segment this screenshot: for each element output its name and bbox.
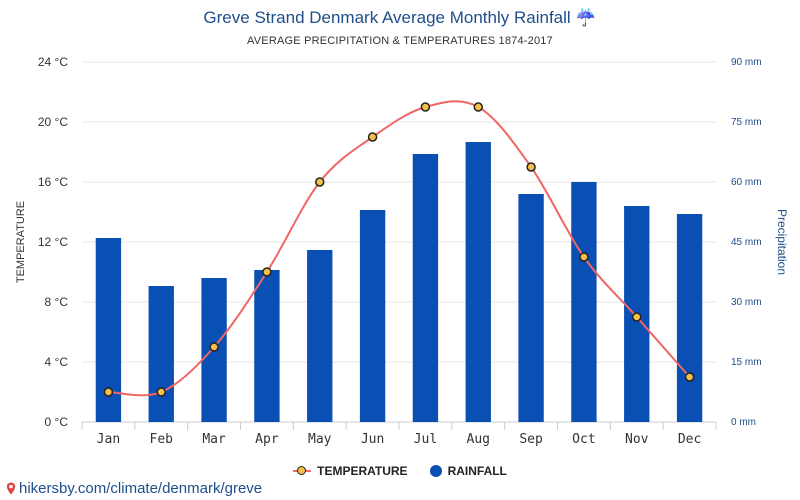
y-left-tick-label: 0 °C (45, 415, 69, 429)
y-right-tick-label: 15 mm (731, 357, 762, 368)
rainfall-bar-feb[interactable] (148, 286, 174, 422)
x-tick-label: Jan (97, 432, 120, 447)
temperature-point-mar[interactable] (209, 342, 219, 352)
temperature-point-oct[interactable] (579, 252, 589, 262)
rainfall-bars (95, 142, 703, 422)
legend-item-temperature[interactable]: TEMPERATURE (293, 464, 408, 478)
y-right-tick-label: 45 mm (731, 237, 762, 248)
y-left-tick-label: 16 °C (38, 175, 68, 189)
location-pin-icon (6, 482, 16, 495)
grid-lines (82, 61, 716, 423)
chart-title: Greve Strand Denmark Average Monthly Rai… (203, 8, 597, 27)
x-tick-label: Jul (414, 432, 437, 447)
temperature-point-jan[interactable] (103, 387, 114, 397)
y-right-tick-label: 0 mm (731, 417, 756, 428)
chart-subtitle: AVERAGE PRECIPITATION & TEMPERATURES 187… (247, 35, 553, 47)
temperature-point-feb[interactable] (156, 387, 166, 397)
x-tick-label: Feb (150, 432, 174, 447)
x-tick-label: Aug (467, 432, 490, 447)
temperature-point-dec[interactable] (684, 372, 695, 382)
y-right-tick-label: 75 mm (731, 117, 762, 128)
rainfall-bar-jun[interactable] (359, 210, 386, 422)
x-tick-label: Oct (572, 432, 595, 447)
temperature-point-jul[interactable] (420, 102, 431, 112)
temperature-line (103, 100, 695, 397)
legend-item-rainfall[interactable]: RAINFALL (429, 464, 507, 478)
y-right-tick-label: 90 mm (731, 57, 762, 68)
rainfall-bar-dec[interactable] (676, 214, 703, 422)
y-right-tick-label: 30 mm (731, 297, 762, 308)
temperature-point-nov[interactable] (632, 312, 642, 322)
x-tick-label: May (308, 432, 332, 447)
temperature-point-may[interactable] (315, 177, 325, 187)
temperature-point-apr[interactable] (262, 267, 272, 277)
x-tick-label: Nov (625, 432, 649, 447)
y-left-axis-title: TEMPERATURE (15, 201, 27, 283)
temperature-legend-marker (293, 466, 312, 476)
x-tick-label: Mar (202, 432, 226, 447)
rainfall-bar-apr[interactable] (254, 270, 280, 422)
y-left-tick-label: 20 °C (38, 115, 68, 129)
x-tick-label: Jun (361, 432, 384, 447)
x-tick-label: Apr (255, 432, 279, 447)
source-link[interactable]: hikersby.com/climate/denmark/greve (6, 480, 262, 497)
x-tick-label: Sep (519, 432, 543, 447)
rainfall-bar-sep[interactable] (518, 194, 544, 422)
y-left-tick-label: 8 °C (45, 295, 69, 309)
axes: 0 °C 0 mm 4 °C 15 mm 8 °C 30 mm 12 °C 45 mm 16 °… (15, 55, 789, 447)
y-left-tick-label: 12 °C (38, 235, 68, 249)
temperature-curve (108, 100, 691, 397)
y-left-tick-label: 24 °C (38, 55, 68, 69)
rainfall-bar-may[interactable] (307, 250, 333, 422)
chart-legend: TEMPERATURE RAINFALL (0, 464, 800, 478)
source-url: hikersby.com/climate/denmark/greve (19, 480, 263, 497)
temperature-point-sep[interactable] (526, 162, 536, 172)
y-right-axis-title: Precipitation (775, 209, 789, 275)
rainfall-bar-aug[interactable] (465, 142, 491, 422)
legend-label-rainfall: RAINFALL (447, 464, 507, 478)
rainfall-legend-marker (429, 465, 442, 477)
temperature-point-jun[interactable] (367, 132, 378, 142)
y-right-tick-label: 60 mm (731, 177, 762, 188)
y-left-tick-label: 4 °C (45, 355, 69, 369)
x-tick-label: Dec (678, 432, 701, 447)
legend-label-temperature: TEMPERATURE (317, 464, 408, 478)
rainfall-bar-jul[interactable] (412, 154, 439, 422)
rainfall-bar-oct[interactable] (571, 182, 597, 422)
temperature-point-aug[interactable] (473, 102, 483, 112)
